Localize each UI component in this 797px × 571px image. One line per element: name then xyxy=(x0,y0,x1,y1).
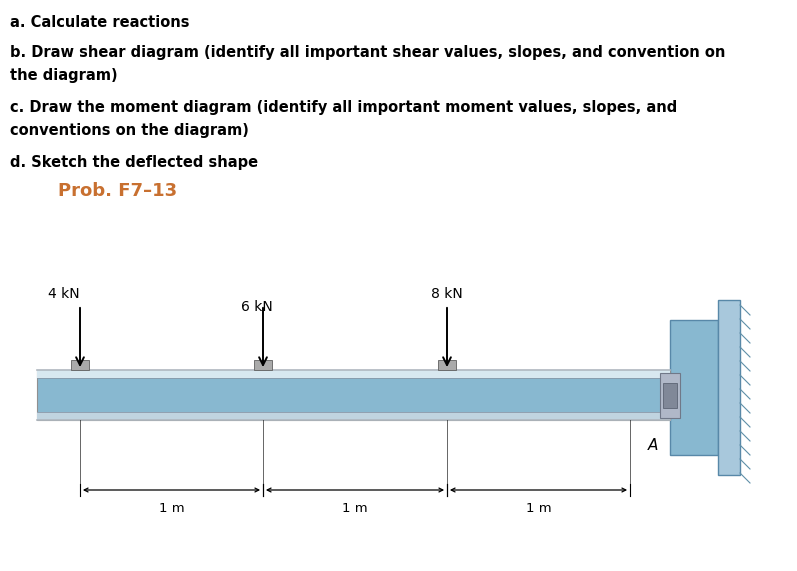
Text: 1 m: 1 m xyxy=(159,502,184,515)
Text: 8 kN: 8 kN xyxy=(431,287,463,301)
Text: 6 kN: 6 kN xyxy=(241,300,273,314)
Text: a. Calculate reactions: a. Calculate reactions xyxy=(10,15,190,30)
Text: d. Sketch the deflected shape: d. Sketch the deflected shape xyxy=(10,155,258,170)
Text: Prob. F7–13: Prob. F7–13 xyxy=(58,182,177,200)
Bar xyxy=(37,370,670,420)
Bar xyxy=(660,373,680,418)
Text: c. Draw the moment diagram (identify all important moment values, slopes, and: c. Draw the moment diagram (identify all… xyxy=(10,100,677,115)
Text: 4 kN: 4 kN xyxy=(48,287,80,301)
Text: 1 m: 1 m xyxy=(342,502,367,515)
Bar xyxy=(254,360,272,370)
Bar xyxy=(670,320,718,455)
Text: conventions on the diagram): conventions on the diagram) xyxy=(10,123,249,138)
Bar xyxy=(438,360,456,370)
Text: the diagram): the diagram) xyxy=(10,68,118,83)
Bar xyxy=(37,412,670,420)
Text: 1 m: 1 m xyxy=(526,502,552,515)
Text: A: A xyxy=(648,438,658,453)
Bar xyxy=(718,300,740,475)
Bar xyxy=(37,370,670,378)
Text: b. Draw shear diagram (identify all important shear values, slopes, and conventi: b. Draw shear diagram (identify all impo… xyxy=(10,45,725,60)
Bar xyxy=(663,383,677,408)
Bar xyxy=(71,360,89,370)
